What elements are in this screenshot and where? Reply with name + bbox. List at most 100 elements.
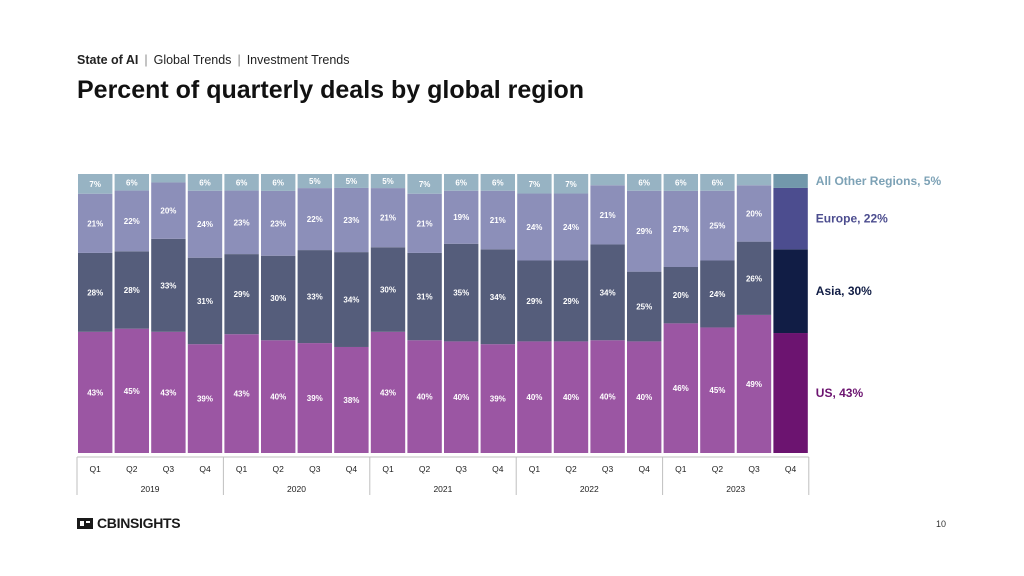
bar-segment-us[interactable] bbox=[773, 333, 808, 453]
breadcrumb-item[interactable]: Global Trends bbox=[153, 53, 232, 67]
bar-segment-us[interactable] bbox=[78, 331, 113, 453]
bar-segment-all-other-regions[interactable] bbox=[224, 174, 259, 191]
bar-segment-europe[interactable] bbox=[297, 188, 332, 251]
bar-segment-asia[interactable] bbox=[151, 238, 186, 332]
data-label: 35% bbox=[453, 289, 469, 298]
bar-segment-all-other-regions[interactable] bbox=[553, 174, 589, 194]
bar-segment-us[interactable] bbox=[334, 346, 369, 453]
bar-segment-asia[interactable] bbox=[663, 267, 698, 324]
bar-segment-us[interactable] bbox=[261, 340, 296, 453]
data-label: 45% bbox=[709, 386, 725, 395]
bar-segment-all-other-regions[interactable] bbox=[444, 174, 479, 191]
bar-segment-us[interactable] bbox=[370, 331, 406, 453]
bar-segment-us[interactable] bbox=[187, 344, 223, 453]
bar-segment-us[interactable] bbox=[590, 340, 625, 453]
bar-segment-europe[interactable] bbox=[517, 193, 552, 261]
bar-segment-all-other-regions[interactable] bbox=[187, 174, 223, 191]
bar-segment-all-other-regions[interactable] bbox=[78, 174, 113, 194]
data-label: 40% bbox=[636, 393, 652, 402]
bar-segment-europe[interactable] bbox=[261, 190, 296, 256]
bar-segment-all-other-regions[interactable] bbox=[773, 174, 808, 188]
bar-segment-asia[interactable] bbox=[297, 250, 332, 344]
data-label: 6% bbox=[712, 178, 724, 187]
x-tick-label: Q2 bbox=[565, 464, 577, 474]
bar-segment-us[interactable] bbox=[700, 327, 735, 453]
bar-segment-asia[interactable] bbox=[773, 249, 808, 334]
bar-segment-asia[interactable] bbox=[78, 252, 113, 332]
bar-segment-asia[interactable] bbox=[700, 260, 735, 328]
bar-segment-us[interactable] bbox=[553, 341, 589, 453]
bar-segment-us[interactable] bbox=[517, 341, 552, 453]
breadcrumb-separator: | bbox=[144, 53, 148, 67]
bar-segment-europe[interactable] bbox=[700, 190, 735, 261]
bar-segment-europe[interactable] bbox=[627, 190, 662, 272]
bar-segment-us[interactable] bbox=[114, 328, 149, 453]
bar-segment-us[interactable] bbox=[297, 343, 332, 453]
bar-segment-all-other-regions[interactable] bbox=[407, 174, 442, 194]
bar-segment-us[interactable] bbox=[663, 323, 698, 453]
breadcrumb-separator: | bbox=[237, 53, 241, 67]
bar-segment-europe[interactable] bbox=[224, 190, 259, 255]
bar-segment-europe[interactable] bbox=[480, 190, 515, 250]
bar-segment-asia[interactable] bbox=[407, 252, 442, 341]
bar-segment-europe[interactable] bbox=[334, 187, 369, 253]
bar-segment-europe[interactable] bbox=[370, 188, 406, 248]
bar-segment-all-other-regions[interactable] bbox=[517, 174, 552, 194]
bar-segment-all-other-regions[interactable] bbox=[736, 174, 772, 186]
bar-segment-us[interactable] bbox=[224, 334, 259, 453]
bar-segment-europe[interactable] bbox=[663, 190, 698, 267]
bar-segment-asia[interactable] bbox=[517, 260, 552, 342]
bar-segment-all-other-regions[interactable] bbox=[151, 174, 186, 183]
bar-segment-all-other-regions[interactable] bbox=[627, 174, 662, 191]
bar-segment-asia[interactable] bbox=[627, 271, 662, 342]
bar-segment-europe[interactable] bbox=[736, 185, 772, 242]
bar-segment-asia[interactable] bbox=[114, 251, 149, 329]
x-tick-label: Q1 bbox=[236, 464, 248, 474]
bar-segment-asia[interactable] bbox=[334, 252, 369, 347]
x-tick-label: Q4 bbox=[492, 464, 504, 474]
bar-segment-all-other-regions[interactable] bbox=[114, 174, 149, 191]
bar-segment-us[interactable] bbox=[407, 340, 442, 453]
bar-segment-europe[interactable] bbox=[78, 193, 113, 253]
data-label: 5% bbox=[382, 177, 394, 186]
x-tick-label: Q2 bbox=[712, 464, 724, 474]
bar-segment-europe[interactable] bbox=[407, 193, 442, 253]
bar-segment-asia[interactable] bbox=[553, 260, 589, 342]
bar-segment-europe[interactable] bbox=[444, 190, 479, 244]
bar-segment-all-other-regions[interactable] bbox=[370, 174, 406, 189]
bar-segment-europe[interactable] bbox=[773, 187, 808, 250]
bar-segment-europe[interactable] bbox=[187, 190, 223, 258]
breadcrumb-item[interactable]: Investment Trends bbox=[246, 53, 350, 67]
bar-segment-us[interactable] bbox=[627, 341, 662, 453]
bar-segment-asia[interactable] bbox=[444, 243, 479, 342]
bar-segment-us[interactable] bbox=[444, 341, 479, 453]
bar-segment-asia[interactable] bbox=[261, 255, 296, 341]
bar-segment-all-other-regions[interactable] bbox=[480, 174, 515, 191]
data-label: 5% bbox=[346, 177, 358, 186]
bar-segment-all-other-regions[interactable] bbox=[663, 174, 698, 191]
x-tick-label: Q4 bbox=[785, 464, 797, 474]
bar-segment-us[interactable] bbox=[151, 331, 186, 453]
bar-segment-europe[interactable] bbox=[590, 185, 625, 245]
data-label: 7% bbox=[419, 180, 431, 189]
bar-segment-all-other-regions[interactable] bbox=[297, 174, 332, 189]
bar-segment-europe[interactable] bbox=[553, 193, 589, 261]
bar-segment-us[interactable] bbox=[480, 344, 515, 453]
bar-segment-asia[interactable] bbox=[370, 247, 406, 332]
bar-segment-asia[interactable] bbox=[480, 249, 515, 345]
bar-segment-all-other-regions[interactable] bbox=[261, 174, 296, 191]
breadcrumb-item[interactable]: State of AI bbox=[77, 53, 139, 67]
bar-segment-asia[interactable] bbox=[224, 254, 259, 335]
bar-segment-us[interactable] bbox=[736, 314, 772, 453]
bar-segment-asia[interactable] bbox=[590, 244, 625, 341]
bar-segment-all-other-regions[interactable] bbox=[590, 174, 625, 186]
x-tick-label: Q4 bbox=[346, 464, 358, 474]
bar-segment-asia[interactable] bbox=[187, 257, 223, 345]
bar-segment-europe[interactable] bbox=[151, 182, 186, 239]
bar-segment-europe[interactable] bbox=[114, 190, 149, 252]
bar-segment-all-other-regions[interactable] bbox=[700, 174, 735, 191]
bar-segment-all-other-regions[interactable] bbox=[334, 174, 369, 188]
bar-segment-asia[interactable] bbox=[736, 241, 772, 315]
data-label: 20% bbox=[673, 291, 689, 300]
logo-text: CBINSIGHTS bbox=[97, 515, 181, 531]
